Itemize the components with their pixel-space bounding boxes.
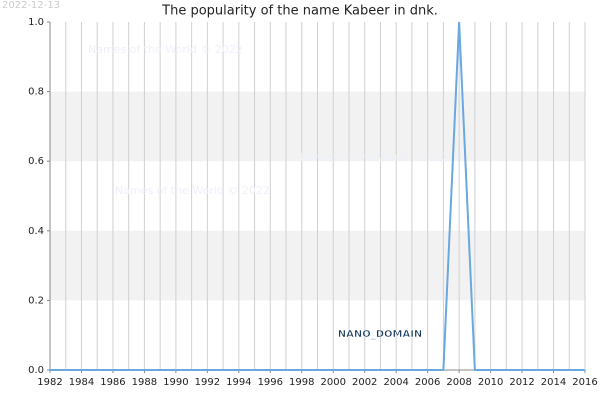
line [50, 21, 585, 371]
x-tick-label: 2016 [572, 377, 597, 388]
watermark: Names of the World © 2022 [300, 151, 455, 164]
x-tick-label: 1990 [163, 377, 188, 388]
chart-title: The popularity of the name Kabeer in dnk… [161, 4, 438, 19]
x-tick-label: 2000 [321, 377, 346, 388]
y-tick-label: 0.0 [28, 365, 44, 376]
x-tick-label: 2002 [352, 377, 377, 388]
x-tick-label: 2006 [415, 377, 440, 388]
y-tick-label: 0.8 [28, 87, 44, 98]
y-tick-label: 1.0 [28, 17, 44, 28]
x-tick-label: 2012 [509, 377, 534, 388]
x-tick-label: 1994 [226, 377, 251, 388]
y-tick-label: 0.2 [28, 295, 44, 306]
x-tick-label: 1998 [289, 377, 314, 388]
x-tick-label: 2014 [541, 377, 566, 388]
y-tick-label: 0.4 [28, 226, 44, 237]
x-tick-label: 1986 [100, 377, 125, 388]
watermark: Names of the World © 2022 [115, 184, 270, 197]
x-tick-label: 2004 [383, 377, 408, 388]
x-tick-label: 2008 [446, 377, 471, 388]
x-tick-label: 1996 [258, 377, 283, 388]
x-tick-label: 2010 [478, 377, 503, 388]
date-stamp: 2022-12-13 [2, 0, 60, 11]
domain-label: NANO_DOMAIN [338, 329, 423, 340]
x-tick-label: 1984 [69, 377, 94, 388]
x-tick-label: 1992 [195, 377, 220, 388]
y-tick-label: 0.6 [28, 156, 44, 167]
watermark: Names of the World © 2022 [88, 43, 243, 56]
x-tick-label: 1988 [132, 377, 157, 388]
x-tick-label: 1982 [37, 377, 62, 388]
